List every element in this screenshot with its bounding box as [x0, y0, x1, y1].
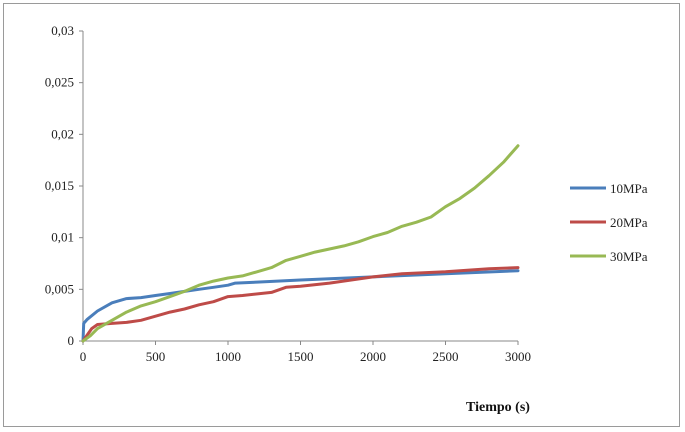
- x-tick-label: 2000: [360, 349, 386, 364]
- y-axis-ticks: 0 0,005 0,01 0,015 0,02 0,025 0,03: [45, 23, 83, 348]
- y-tick-label: 0,01: [51, 230, 74, 245]
- y-tick-label: 0: [68, 333, 75, 348]
- series-line-10mpa: [81, 269, 520, 343]
- y-tick-label: 0,03: [51, 23, 74, 38]
- x-tick-label: 2500: [433, 349, 459, 364]
- y-tick-label: 0,015: [45, 178, 74, 193]
- series-lines: [81, 144, 520, 343]
- x-tick-label: 500: [146, 349, 166, 364]
- legend: 10MPa 20MPa 30MPa: [570, 181, 648, 264]
- chart-frame: 0 500 1000 1500 2000 2500 3000 0 0,005 0,01 0,015…: [3, 3, 680, 427]
- chart-axes: [82, 31, 518, 342]
- x-axis-ticks: 0 500 1000 1500 2000 2500 3000: [80, 341, 531, 364]
- x-tick-label: 3000: [505, 349, 531, 364]
- legend-label-10mpa: 10MPa: [610, 181, 648, 196]
- line-chart: 0 500 1000 1500 2000 2500 3000 0 0,005 0,01 0,015…: [45, 23, 648, 415]
- legend-label-20mpa: 20MPa: [610, 215, 648, 230]
- x-tick-label: 0: [80, 349, 87, 364]
- series-line-30mpa: [81, 144, 520, 343]
- x-axis-title: Tiempo (s): [466, 400, 530, 415]
- x-tick-label: 1500: [288, 349, 314, 364]
- y-tick-label: 0,02: [51, 126, 74, 141]
- y-tick-label: 0,025: [45, 75, 74, 90]
- legend-label-30mpa: 30MPa: [610, 249, 648, 264]
- x-tick-label: 1000: [215, 349, 241, 364]
- y-tick-label: 0,005: [45, 281, 74, 296]
